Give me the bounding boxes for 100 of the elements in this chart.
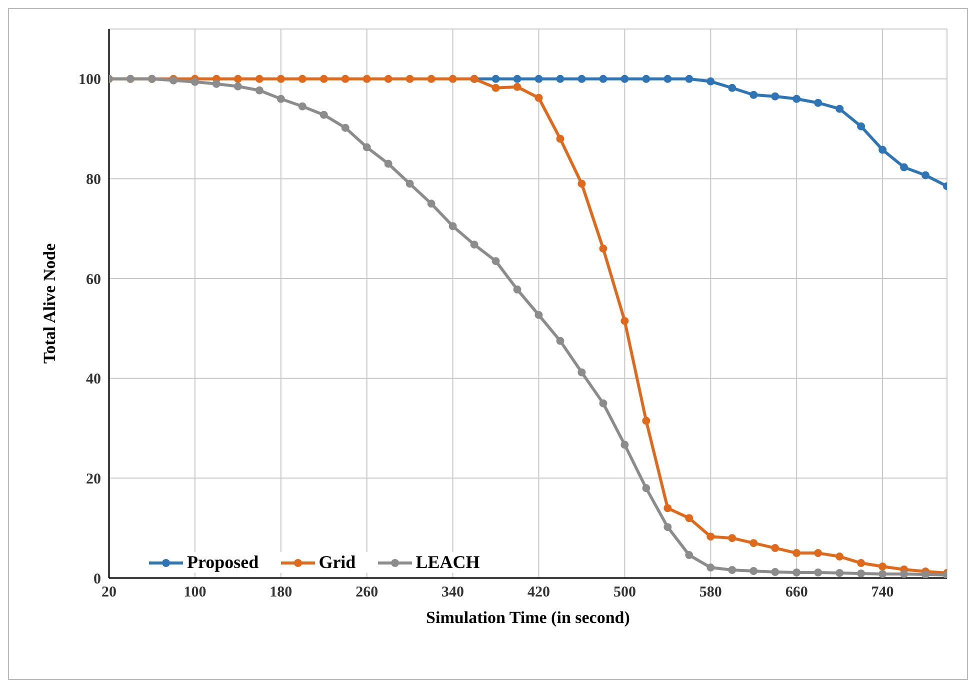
point [298,102,306,110]
point [706,77,715,86]
point [792,94,801,103]
point [276,74,285,83]
point [513,74,522,83]
point [685,514,694,522]
point [792,549,801,558]
point [771,568,780,576]
point [792,568,801,577]
point [728,566,736,574]
x-tick-label: 500 [613,584,636,601]
x-tick-label: 100 [184,584,206,601]
point [362,143,371,152]
point [448,222,457,230]
point [857,559,866,568]
point [857,570,866,578]
point [728,84,736,92]
point [900,570,908,578]
point [406,180,414,188]
y-tick-label: 100 [78,72,101,88]
point [534,94,543,102]
point [706,564,715,572]
x-tick-label: 180 [270,584,292,601]
point [642,74,650,83]
legend-label: LEACH [416,552,480,573]
point [664,523,672,532]
point [362,74,371,83]
x-tick-label: 580 [699,584,722,601]
point [234,82,242,90]
point [922,570,930,578]
point [750,567,758,576]
point [685,551,694,560]
y-tick-label: 60 [86,272,101,288]
point [556,134,564,143]
legend-label: Grid [318,552,356,573]
point [578,368,586,376]
point [750,90,758,99]
point [578,74,586,83]
point [814,568,822,577]
point [685,74,694,83]
x-tick-label: 660 [785,584,808,601]
point [750,539,758,548]
y-tick-label: 80 [86,172,101,188]
point [298,74,306,83]
y-tick-label: 20 [86,472,101,488]
point [212,80,220,88]
point [599,244,608,253]
x-tick-label: 340 [442,584,464,601]
point [492,257,500,266]
point [771,544,780,552]
point [384,160,392,168]
point [320,74,328,83]
point [900,163,908,172]
y-tick-label: 0 [94,571,101,588]
point [857,122,866,130]
point [578,180,586,188]
point [556,74,564,83]
point [276,94,285,103]
point [922,171,930,180]
point [771,92,780,100]
point [190,78,199,86]
point [878,146,887,154]
point [642,484,650,492]
point [320,110,328,119]
point [341,74,350,83]
point [384,74,392,83]
point [556,336,564,345]
point [836,104,844,113]
point [448,74,457,83]
point [492,74,500,83]
point [814,98,822,107]
x-tick-label: 260 [356,584,378,601]
point [814,549,822,558]
y-axis-title: Total Alive Node [40,242,60,364]
x-axis-title: Simulation Time (in second) [426,608,630,627]
point [427,74,436,83]
point [706,532,715,541]
point [427,200,436,208]
point [406,74,414,83]
point [513,286,522,294]
legend-label: Proposed [187,552,259,573]
point [728,534,736,542]
point [642,416,650,425]
point [534,310,543,319]
point [234,74,242,83]
point [878,570,887,578]
point [341,124,350,132]
point [664,504,672,512]
point [620,74,629,83]
point [470,240,478,249]
point [664,74,672,83]
y-tick-label: 40 [86,372,101,388]
x-tick-label: 20 [102,584,116,601]
point [620,440,629,449]
point [534,74,543,83]
point [255,86,264,94]
point [836,569,844,578]
point [513,82,522,91]
x-tick-label: 420 [527,584,550,601]
point [255,74,264,83]
